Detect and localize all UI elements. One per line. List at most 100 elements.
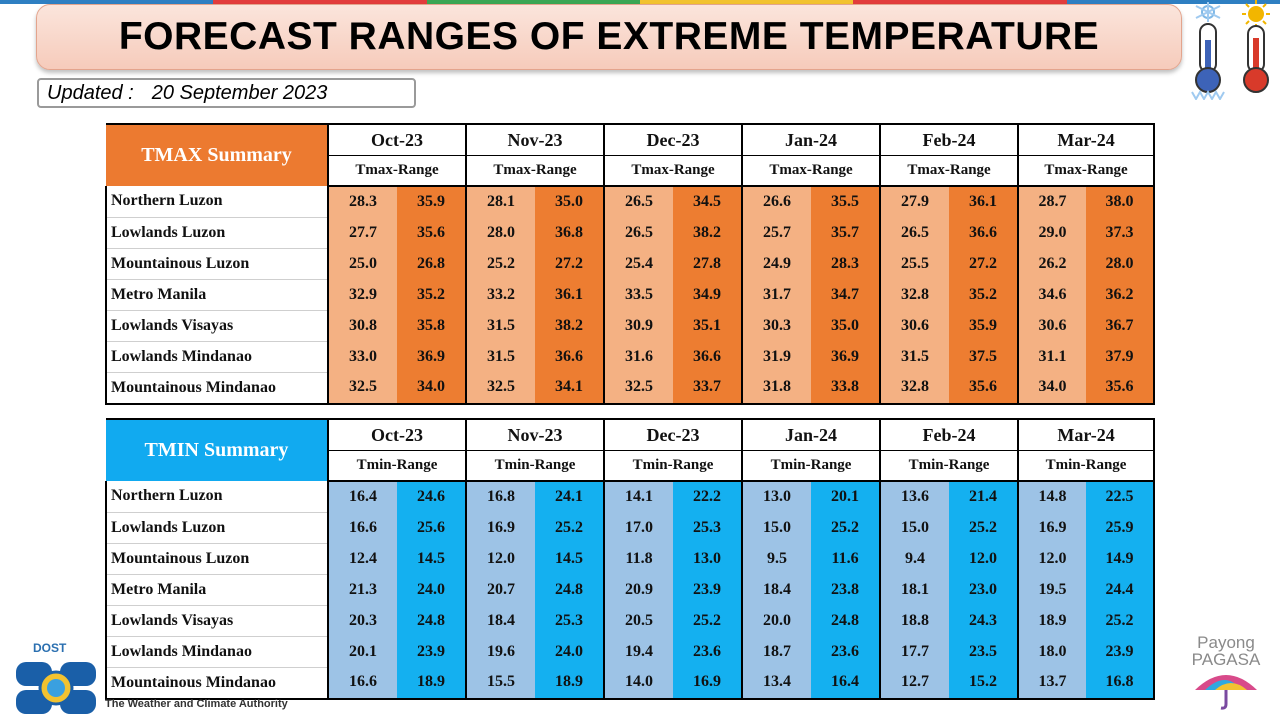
range-low-value: 20.0 xyxy=(742,605,812,636)
range-low-value: 21.3 xyxy=(328,574,397,605)
range-high-value: 24.0 xyxy=(397,574,468,605)
range-low-value: 31.5 xyxy=(880,341,950,372)
range-low-value: 18.1 xyxy=(880,574,950,605)
hot-thermometer-icon xyxy=(1242,0,1270,93)
region-label: Mountainous Mindanao xyxy=(105,372,329,405)
month-header: Nov-23 xyxy=(466,123,606,156)
range-high-value: 35.0 xyxy=(811,310,882,341)
dost-label: DOST xyxy=(33,641,67,655)
range-low-value: 29.0 xyxy=(1018,217,1087,248)
tmin-table-body: Northern Luzon 16.4 24.6 16.8 24.1 14.1 22.2 13… xyxy=(105,481,1156,700)
range-low-value: 33.0 xyxy=(328,341,397,372)
range-high-value: 34.1 xyxy=(535,372,606,405)
table-row: Lowlands Mindanao 20.1 23.9 19.6 24.0 19.4 23.… xyxy=(105,636,1156,668)
range-high-value: 34.5 xyxy=(673,186,744,217)
region-label: Northern Luzon xyxy=(105,186,329,218)
range-low-value: 25.0 xyxy=(328,248,397,279)
month-header: Oct-23 xyxy=(328,123,468,156)
table-row: Mountainous Luzon 25.0 26.8 25.2 27.2 25.4 27.… xyxy=(105,248,1156,280)
range-low-value: 24.9 xyxy=(742,248,812,279)
range-high-value: 25.2 xyxy=(949,512,1020,543)
table-row: Lowlands Luzon 16.6 25.6 16.9 25.2 17.0 25.3 15… xyxy=(105,512,1156,544)
range-high-value: 35.6 xyxy=(1086,372,1156,405)
range-header: Tmin-Range xyxy=(880,450,1020,482)
range-low-value: 14.1 xyxy=(604,481,674,512)
range-high-value: 25.2 xyxy=(535,512,606,543)
range-high-value: 24.8 xyxy=(535,574,606,605)
range-low-value: 28.3 xyxy=(328,186,397,217)
table-row: Mountainous Mindanao 32.5 34.0 32.5 34.1 32.5… xyxy=(105,372,1156,405)
range-low-value: 31.5 xyxy=(466,341,536,372)
range-header: Tmin-Range xyxy=(604,450,744,482)
range-high-value: 38.2 xyxy=(673,217,744,248)
range-high-value: 14.5 xyxy=(535,543,606,574)
range-high-value: 27.8 xyxy=(673,248,744,279)
range-high-value: 37.3 xyxy=(1086,217,1156,248)
updated-date: 20 September 2023 xyxy=(151,81,328,104)
table-row: Northern Luzon 28.3 35.9 28.1 35.0 26.5 34.5 26… xyxy=(105,186,1156,218)
range-low-value: 28.7 xyxy=(1018,186,1087,217)
range-low-value: 12.4 xyxy=(328,543,397,574)
table-row: Lowlands Visayas 30.8 35.8 31.5 38.2 30.9 35.1… xyxy=(105,310,1156,342)
range-low-value: 25.5 xyxy=(880,248,950,279)
month-header: Jan-24 xyxy=(742,418,882,451)
range-low-value: 30.3 xyxy=(742,310,812,341)
range-low-value: 31.6 xyxy=(604,341,674,372)
table-row: Metro Manila 32.9 35.2 33.2 36.1 33.5 34.9 31.7… xyxy=(105,279,1156,311)
range-high-value: 15.2 xyxy=(949,667,1020,700)
range-high-value: 37.9 xyxy=(1086,341,1156,372)
range-header: Tmax-Range xyxy=(742,155,882,187)
range-low-value: 14.8 xyxy=(1018,481,1087,512)
range-low-value: 16.4 xyxy=(328,481,397,512)
range-low-value: 26.6 xyxy=(742,186,812,217)
range-high-value: 27.2 xyxy=(535,248,606,279)
range-low-value: 13.6 xyxy=(880,481,950,512)
dost-logo-icon xyxy=(16,662,96,714)
range-high-value: 14.5 xyxy=(397,543,468,574)
range-high-value: 36.1 xyxy=(535,279,606,310)
range-low-value: 26.5 xyxy=(880,217,950,248)
range-header: Tmin-Range xyxy=(328,450,468,482)
range-low-value: 17.7 xyxy=(880,636,950,667)
tmin-summary-title: TMIN Summary xyxy=(106,419,329,481)
range-high-value: 22.2 xyxy=(673,481,744,512)
range-low-value: 16.6 xyxy=(328,512,397,543)
range-low-value: 32.8 xyxy=(880,279,950,310)
range-high-value: 36.2 xyxy=(1086,279,1156,310)
range-low-value: 15.0 xyxy=(880,512,950,543)
range-low-value: 30.9 xyxy=(604,310,674,341)
range-low-value: 16.6 xyxy=(328,667,397,700)
range-header: Tmin-Range xyxy=(1018,450,1156,482)
region-label: Lowlands Mindanao xyxy=(105,636,329,668)
range-low-value: 31.7 xyxy=(742,279,812,310)
range-high-value: 25.3 xyxy=(535,605,606,636)
range-high-value: 13.0 xyxy=(673,543,744,574)
range-high-value: 24.3 xyxy=(949,605,1020,636)
range-high-value: 36.8 xyxy=(535,217,606,248)
range-low-value: 20.3 xyxy=(328,605,397,636)
range-high-value: 36.6 xyxy=(673,341,744,372)
range-low-value: 9.4 xyxy=(880,543,950,574)
range-low-value: 26.5 xyxy=(604,217,674,248)
range-high-value: 35.0 xyxy=(535,186,606,217)
range-high-value: 23.5 xyxy=(949,636,1020,667)
tmax-table-body: Northern Luzon 28.3 35.9 28.1 35.0 26.5 34.5 26… xyxy=(105,186,1156,405)
range-low-value: 30.6 xyxy=(880,310,950,341)
month-header: Jan-24 xyxy=(742,123,882,156)
range-high-value: 35.9 xyxy=(949,310,1020,341)
range-low-value: 13.4 xyxy=(742,667,812,700)
range-header: Tmax-Range xyxy=(328,155,468,187)
month-header: Nov-23 xyxy=(466,418,606,451)
range-high-value: 24.8 xyxy=(811,605,882,636)
range-high-value: 14.9 xyxy=(1086,543,1156,574)
range-header: Tmax-Range xyxy=(880,155,1020,187)
range-high-value: 16.9 xyxy=(673,667,744,700)
range-header: Tmin-Range xyxy=(466,450,606,482)
range-low-value: 31.5 xyxy=(466,310,536,341)
range-high-value: 23.9 xyxy=(1086,636,1156,667)
range-low-value: 12.0 xyxy=(1018,543,1087,574)
region-label: Lowlands Mindanao xyxy=(105,341,329,373)
page-title: FORECAST RANGES OF EXTREME TEMPERATURE xyxy=(118,15,1100,58)
range-low-value: 27.7 xyxy=(328,217,397,248)
payong-pagasa-umbrella-icon xyxy=(1195,675,1257,710)
